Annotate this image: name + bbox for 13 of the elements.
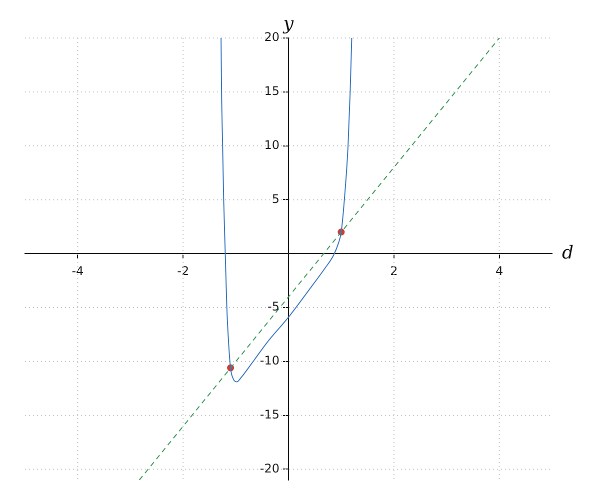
x-tick-label: -4 — [72, 264, 84, 278]
y-tick-label: 15 — [264, 84, 280, 98]
y-tick-label: 5 — [272, 192, 280, 206]
x-tick-label: 4 — [495, 264, 504, 278]
y-tick-label: -10 — [260, 354, 280, 368]
y-axis-title: y — [282, 14, 294, 35]
y-tick-label: -5 — [268, 300, 280, 314]
x-axis-title: d — [562, 242, 574, 264]
y-tick-label: 10 — [264, 138, 280, 152]
x-tick-label: -2 — [177, 264, 190, 278]
y-tick-label: 20 — [264, 30, 280, 44]
y-tick-label: -15 — [260, 407, 280, 422]
y-tick-label: -20 — [260, 461, 280, 476]
